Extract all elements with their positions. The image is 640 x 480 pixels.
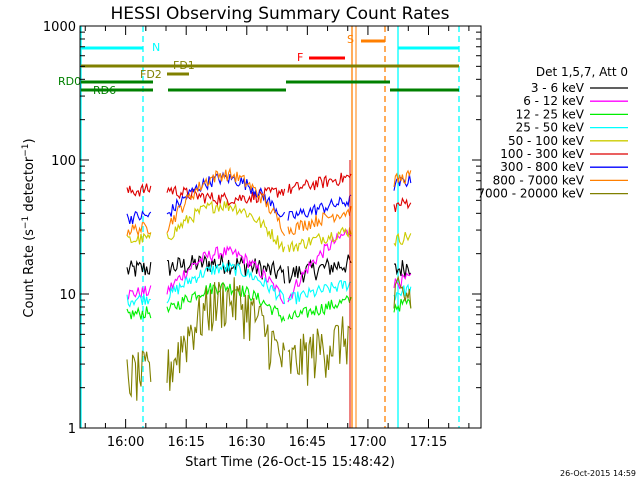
series-line-1-segment-0 [126,285,152,300]
legend-label-7: 800 - 7000 keV [493,173,585,187]
y-label-exponent-2: −1 [21,143,31,156]
series-line-6-segment-2 [287,194,352,221]
legend-label-8: 7000 - 20000 keV [477,187,584,201]
series-line-4-segment-0 [126,232,152,245]
y-axis-label: Count Rate (s−1 detector−1) [21,138,37,317]
series-line-1-segment-1 [166,245,285,305]
series-line-1-segment-2 [287,229,352,303]
y-tick-label: 1 [68,422,76,437]
series-line-4-segment-3 [393,231,412,247]
series-line-8-segment-0 [126,350,152,401]
flag-label-fd1: FD1 [173,59,195,72]
series-line-3-segment-0 [126,293,151,308]
flag-label-n: N [152,41,160,54]
series-line-0-segment-3 [394,260,412,278]
series-line-2-segment-1 [166,281,286,324]
flag-label-f: F [297,51,303,64]
timestamp: 26-Oct-2015 14:59 [560,469,636,478]
y-tick-label: 1000 [43,20,76,35]
series-line-5-segment-1 [166,185,286,207]
x-tick-label: 16:00 [107,435,144,450]
legend-label-6: 300 - 800 keV [500,160,584,174]
x-tick-label: 17:00 [349,435,386,450]
series-line-2-segment-2 [287,294,352,320]
series-line-5-segment-2 [287,172,352,194]
series-line-4-segment-2 [287,226,352,253]
plot-frame [79,25,482,429]
series-line-4-segment-1 [166,200,286,253]
series-line-7-segment-3 [393,169,412,187]
flag-label-fd2: FD2 [140,68,162,81]
x-tick-label: 16:45 [289,435,326,450]
legend-label-4: 50 - 100 keV [508,134,585,148]
series-lines [126,160,412,428]
series-line-8-segment-2 [287,316,352,386]
series-line-6-segment-3 [393,174,412,191]
legend-label-1: 6 - 12 keV [523,94,585,108]
observing-flags: N S F FD1 FD2 RD0 RD6 [58,26,460,428]
y-label-close: ) [22,138,37,143]
y-tick-label: 10 [59,288,76,303]
legend-label-3: 25 - 50 keV [516,121,585,135]
legend-label-2: 12 - 25 keV [516,107,585,121]
series-line-0-segment-0 [126,259,152,277]
series-line-6-segment-0 [126,210,152,225]
series-line-2-segment-3 [393,298,412,313]
y-tick-label: 100 [51,154,76,169]
series-line-7-segment-2 [287,206,352,236]
legend-label-5: 100 - 300 keV [500,147,584,161]
series-line-5-segment-0 [126,183,152,197]
series-line-2-segment-0 [126,306,152,320]
series-line-3-segment-3 [393,283,412,302]
series-line-7-segment-1 [166,166,286,236]
series-line-7-segment-0 [126,222,151,238]
chart-title: HESSI Observing Summary Count Rates [110,4,449,24]
legend-header: Det 1,5,7, Att 0 [536,65,628,79]
axes: 1 10 100 1000 16:00 16:15 16:30 16:45 17:00 17:15 [43,20,482,450]
x-axis-label: Start Time (26-Oct-15 15:48:42) [185,455,395,470]
series-line-5-segment-3 [393,196,412,213]
legend-label-0: 3 - 6 keV [531,81,585,95]
series-line-0-segment-2 [287,254,352,284]
x-tick-label: 16:30 [228,435,265,450]
flag-label-s: S [347,33,354,46]
series-line-8-segment-3 [393,275,412,309]
series-line-3-segment-1 [166,261,286,305]
series-line-0-segment-1 [166,254,286,284]
series-line-3-segment-2 [287,279,352,305]
flag-label-rd6: RD6 [93,84,116,97]
series-line-6-segment-1 [166,171,286,218]
y-label-exponent-1: −1 [21,216,31,229]
y-label-middle: detector [22,156,37,216]
x-tick-label: 17:15 [410,435,447,450]
series-line-8-segment-1 [166,277,286,391]
flag-label-rd0: RD0 [58,75,81,88]
x-tick-label: 16:15 [167,435,204,450]
y-label-main: Count Rate (s [22,229,37,318]
